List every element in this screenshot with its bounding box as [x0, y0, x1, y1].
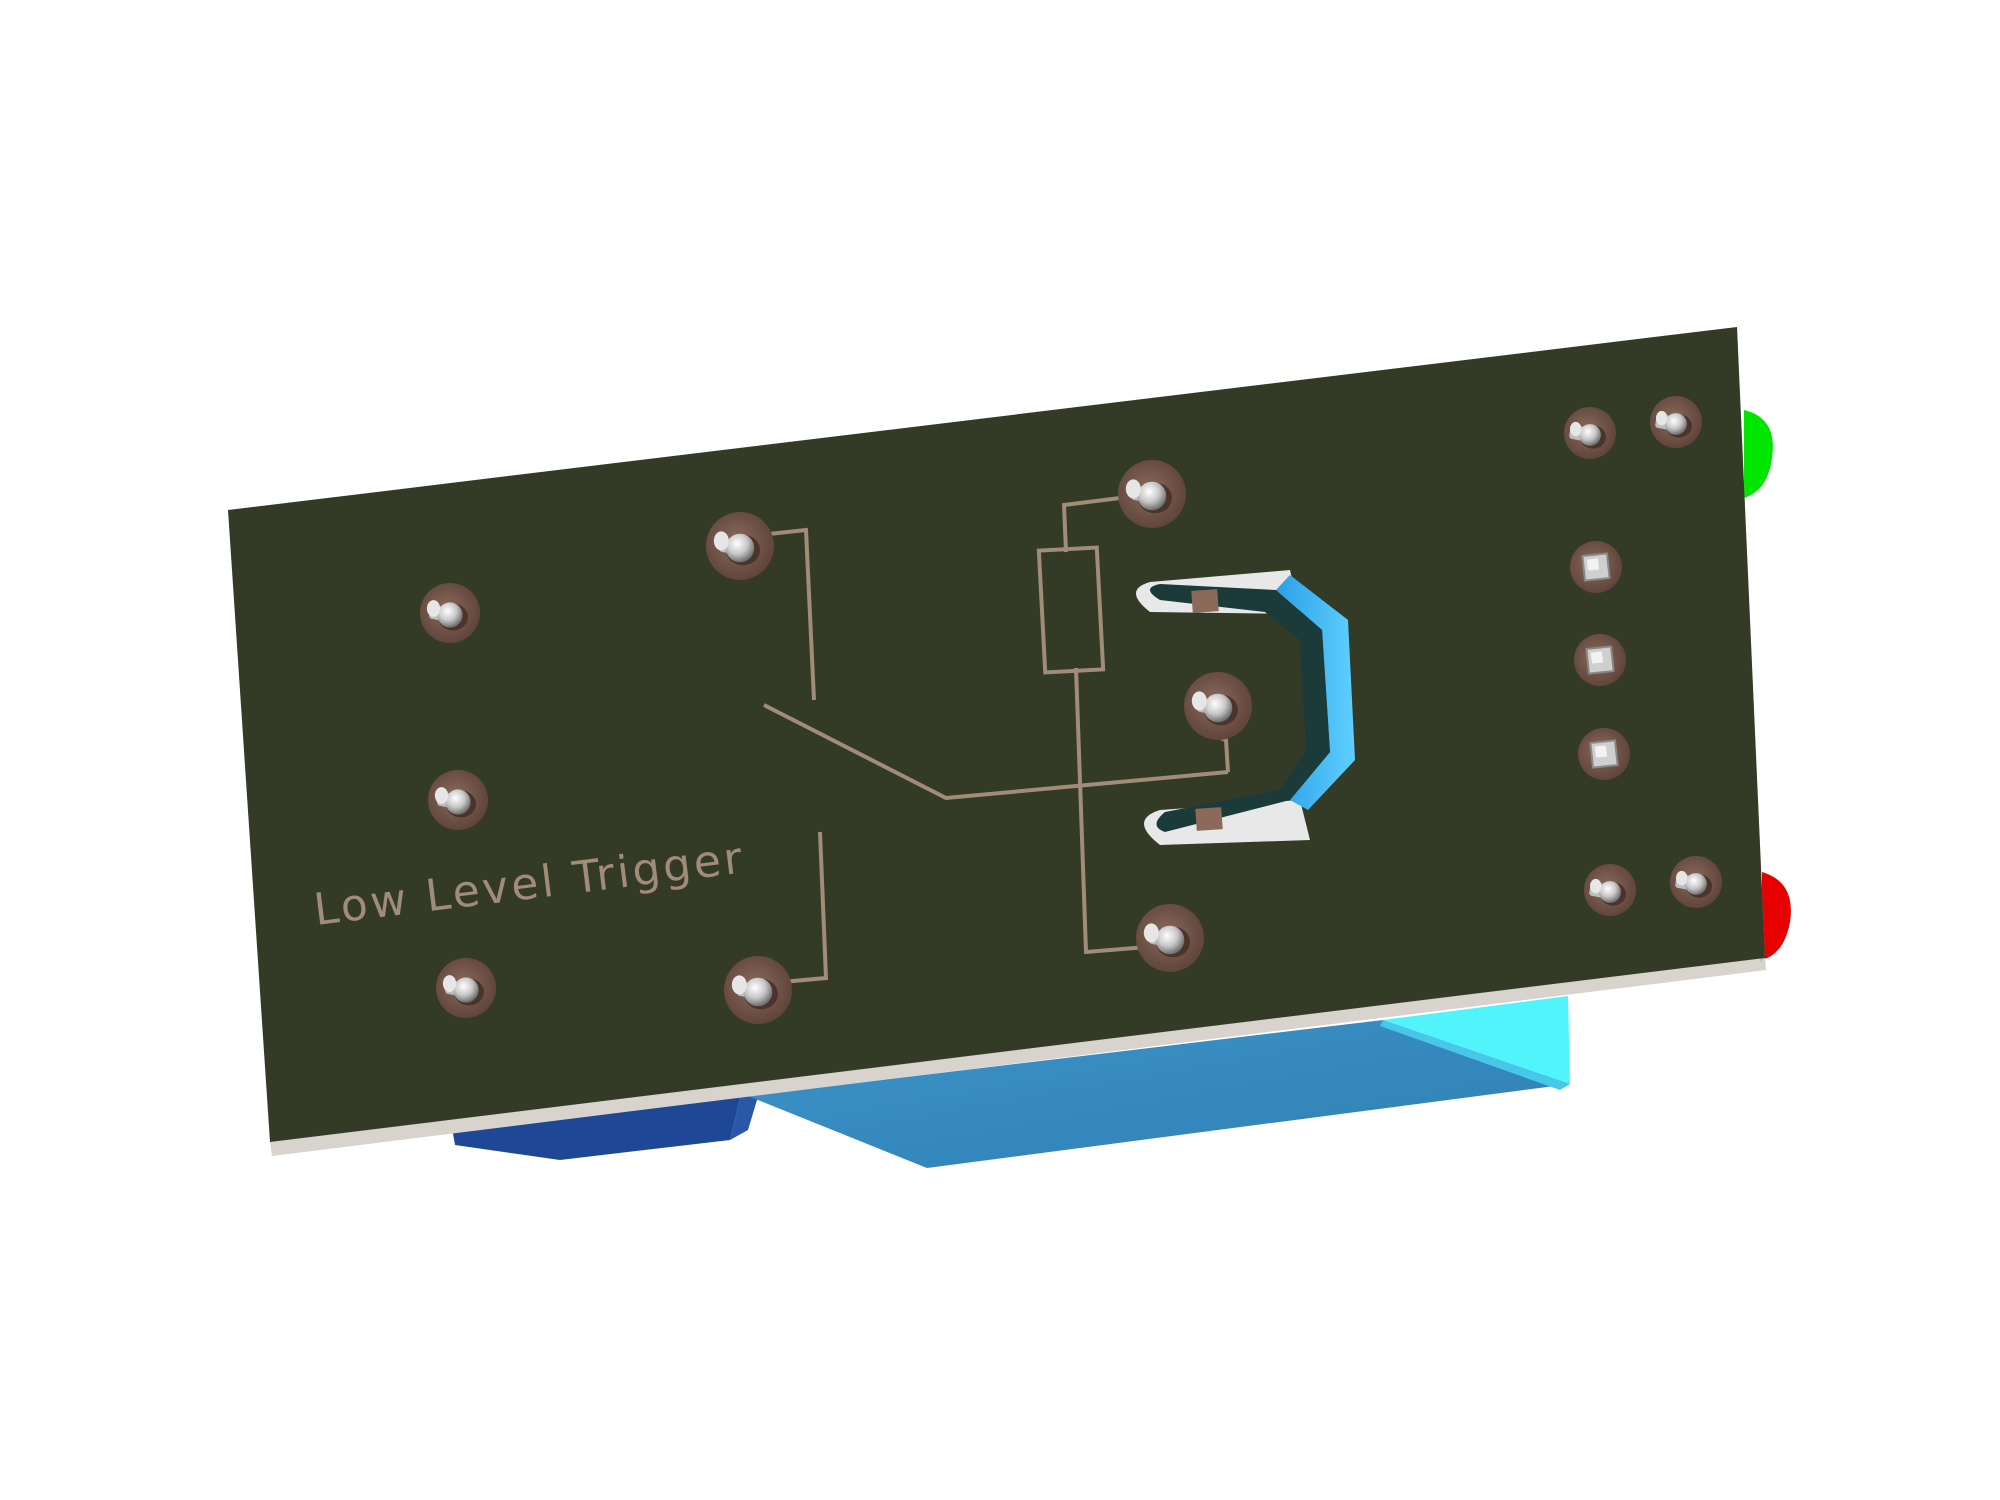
pad-relay-no-pin-tip [731, 975, 747, 995]
pad-terminal-1 [420, 583, 480, 643]
pad-header-1-square-pin-highlight [1586, 558, 1600, 571]
pad-led-r-2-pin-head [1685, 873, 1707, 895]
pad-led-g-1-pin-tip [1569, 421, 1582, 437]
pad-header-3 [1578, 728, 1630, 780]
pad-relay-com-pin-head [1203, 693, 1233, 723]
pad-led-r-2 [1670, 856, 1722, 908]
pad-relay-nc-pin-head [725, 533, 755, 563]
pad-coil-1-pin-head [1137, 481, 1167, 511]
pad-relay-no-pin-head [743, 977, 773, 1007]
pad-coil-2-pin-head [1155, 925, 1185, 955]
led-red [1762, 872, 1791, 960]
silk-switch-lever [763, 703, 1229, 801]
terminal-block [452, 1090, 760, 1160]
pad-led-r-1-pin-tip [1589, 878, 1602, 894]
pad-led-g-1-pin-head [1579, 424, 1601, 446]
pad-coil-2-pin-tip [1143, 923, 1159, 943]
diode-band-lower [1195, 807, 1223, 831]
relay-bottom-face [748, 1020, 1570, 1168]
pad-terminal-1-pin-head [437, 602, 463, 628]
pad-header-2-square-pin-highlight [1590, 651, 1604, 664]
led-green [1744, 410, 1773, 498]
silk-coil-lower-lead [1074, 667, 1161, 955]
pad-terminal-2-pin-tip [434, 787, 449, 804]
pad-led-r-1 [1584, 864, 1636, 916]
pad-header-1 [1570, 541, 1622, 593]
diode-side-face [1276, 575, 1355, 810]
pad-terminal-3-pin-tip [442, 975, 457, 992]
diode [1136, 570, 1355, 845]
solder-pads [420, 396, 1722, 1024]
pad-relay-com-pin-tip [1191, 691, 1207, 711]
pad-relay-nc-pin-tip [713, 531, 729, 551]
pad-terminal-2 [428, 770, 488, 830]
pad-terminal-2-pin-head [445, 789, 471, 815]
pad-header-3-square-pin-highlight [1594, 745, 1608, 758]
pad-coil-1-pin-tip [1125, 479, 1141, 499]
pad-led-g-2 [1650, 396, 1702, 448]
pad-relay-com [1184, 672, 1252, 740]
pcb-board [228, 327, 1765, 1142]
terminal-block-body [452, 1090, 742, 1160]
pad-terminal-3-pin-head [453, 977, 479, 1003]
pad-coil-2 [1136, 904, 1204, 972]
pad-led-g-2-pin-head [1665, 413, 1687, 435]
pad-relay-nc [706, 512, 774, 580]
pad-coil-1 [1118, 460, 1186, 528]
pad-terminal-3 [436, 958, 496, 1018]
pad-led-g-2-pin-tip [1655, 410, 1668, 426]
pad-relay-no [724, 956, 792, 1024]
pad-led-r-1-pin-head [1599, 881, 1621, 903]
pad-led-g-1 [1564, 407, 1616, 459]
diode-band-upper [1191, 589, 1219, 613]
pad-led-r-2-pin-tip [1675, 870, 1688, 886]
pad-header-2 [1574, 634, 1626, 686]
relay-body [748, 996, 1570, 1168]
relay-side-highlight [1383, 996, 1570, 1084]
pad-terminal-1-pin-tip [426, 600, 441, 617]
